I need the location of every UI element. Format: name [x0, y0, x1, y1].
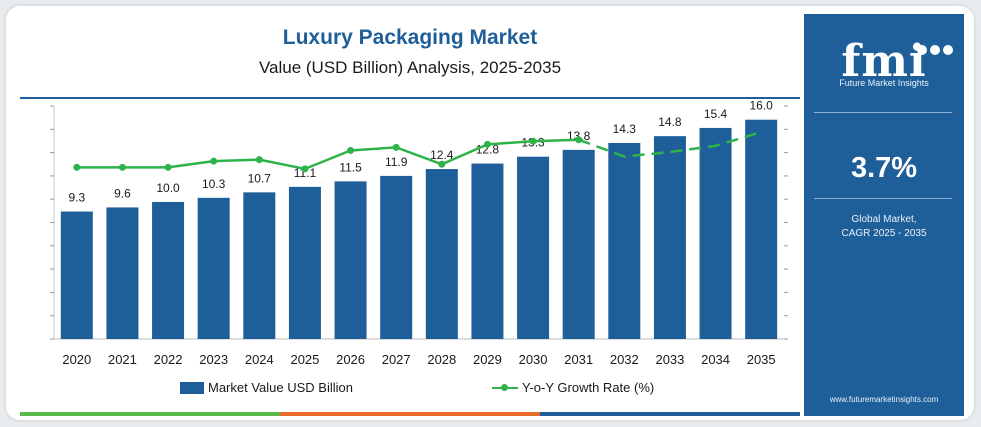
bar-value-label-2034: 15.4	[704, 107, 728, 121]
bar-2029	[471, 163, 504, 339]
bar-2024	[243, 192, 276, 339]
bar-2035	[745, 119, 778, 340]
bar-value-label-2024: 10.7	[248, 171, 272, 185]
cagr-sidebar: fmi Future Market Insights 3.7% Global M…	[804, 14, 964, 416]
bar-value-label-2020: 9.3	[68, 191, 85, 205]
bar-2031	[562, 149, 595, 339]
legend-line-label: Y-o-Y Growth Rate (%)	[522, 380, 655, 395]
x-tick-label-2026: 2026	[336, 352, 365, 367]
bar-2025	[288, 186, 321, 339]
bar-2030	[517, 156, 550, 339]
bar-value-label-2027: 11.9	[385, 155, 408, 169]
x-tick-label-2035: 2035	[747, 352, 776, 367]
x-tick-label-2030: 2030	[519, 352, 548, 367]
cagr-label-line2: CAGR 2025 - 2035	[841, 228, 927, 239]
bar-value-label-2023: 10.3	[202, 177, 226, 191]
x-tick-label-2032: 2032	[610, 352, 639, 367]
bar-2027	[380, 175, 413, 339]
logo-text: fmi	[841, 36, 927, 87]
plot-area: 9.3 2020 9.6 2021 10.0 2022 10.3 2023 10.7 2024 11…	[50, 99, 788, 367]
x-tick-label-2027: 2027	[382, 352, 411, 367]
growth-point-2023	[210, 157, 218, 165]
growth-point-2027	[392, 143, 400, 151]
legend-bar-label: Market Value USD Billion	[208, 380, 353, 395]
bar-value-label-2025: 11.1	[294, 166, 317, 180]
growth-point-2031	[575, 136, 583, 144]
x-tick-label-2028: 2028	[427, 352, 456, 367]
fmi-logo: fmi	[804, 28, 964, 86]
header-divider	[20, 97, 800, 99]
growth-point-2026	[347, 146, 355, 154]
stripe-green	[20, 412, 280, 416]
chart-subtitle: Value (USD Billion) Analysis, 2025-2035	[258, 58, 562, 77]
growth-line-solid	[76, 138, 579, 171]
growth-point-2029	[483, 140, 491, 148]
bar-value-label-2021: 9.6	[114, 186, 131, 200]
legend-item-market-value: Market Value USD Billion	[180, 380, 353, 395]
logo-tagline: Future Market Insights	[839, 78, 929, 88]
bar-value-label-2035: 16.0	[750, 99, 774, 113]
bar-2021	[106, 207, 139, 339]
growth-line-forecast	[578, 130, 762, 158]
growth-point-2021	[118, 163, 126, 171]
bar-value-label-2022: 10.0	[156, 181, 180, 195]
bar-value-label-2026: 11.5	[339, 160, 362, 174]
bar-value-label-2032: 14.3	[613, 122, 637, 136]
stripe-blue	[540, 412, 800, 416]
x-tick-label-2022: 2022	[154, 352, 183, 367]
x-tick-label-2023: 2023	[199, 352, 228, 367]
growth-point-2025	[301, 165, 309, 173]
growth-point-2024	[255, 156, 263, 164]
growth-point-2030	[529, 137, 537, 145]
bar-value-label-2028: 12.4	[430, 148, 454, 162]
bottom-color-stripe	[20, 412, 800, 416]
bar-2026	[334, 181, 367, 339]
bar-value-label-2033: 14.8	[658, 115, 682, 129]
cagr-label-line1: Global Market,	[851, 214, 917, 225]
bar-2033	[653, 136, 686, 339]
website-link[interactable]: www.futuremarketinsights.com	[829, 395, 939, 404]
bar-2034	[699, 127, 732, 339]
bar-2023	[197, 197, 230, 339]
growth-point-2020	[73, 163, 81, 171]
x-tick-label-2033: 2033	[655, 352, 684, 367]
chart-title: Luxury Packaging Market	[282, 26, 538, 49]
x-tick-label-2029: 2029	[473, 352, 502, 367]
legend-line-swatch	[492, 382, 518, 394]
legend-bar-swatch	[180, 381, 204, 394]
growth-point-2028	[438, 160, 446, 168]
x-tick-label-2034: 2034	[701, 352, 730, 367]
bar-2020	[60, 211, 93, 339]
stripe-orange	[280, 412, 540, 416]
x-tick-label-2024: 2024	[245, 352, 274, 367]
legend-item-growth-rate: Y-o-Y Growth Rate (%)	[492, 380, 654, 395]
x-tick-label-2031: 2031	[564, 352, 593, 367]
sidebar-divider-mid	[814, 198, 952, 199]
x-tick-label-2020: 2020	[62, 352, 91, 367]
bar-2022	[152, 201, 185, 339]
legend: Market Value USD Billion Y-o-Y Growth Ra…	[20, 380, 800, 400]
growth-point-2022	[164, 163, 172, 171]
chart-card: Luxury Packaging Market Value (USD Billi…	[6, 6, 974, 420]
bar-2028	[425, 169, 458, 339]
sidebar-divider-top	[814, 112, 952, 113]
x-tick-label-2025: 2025	[290, 352, 319, 367]
cagr-value: 3.7%	[850, 152, 918, 184]
chart-panel: Luxury Packaging Market Value (USD Billi…	[20, 14, 800, 416]
logo-dots-icon	[916, 42, 956, 56]
bar-2032	[608, 143, 641, 339]
x-tick-label-2021: 2021	[108, 352, 137, 367]
